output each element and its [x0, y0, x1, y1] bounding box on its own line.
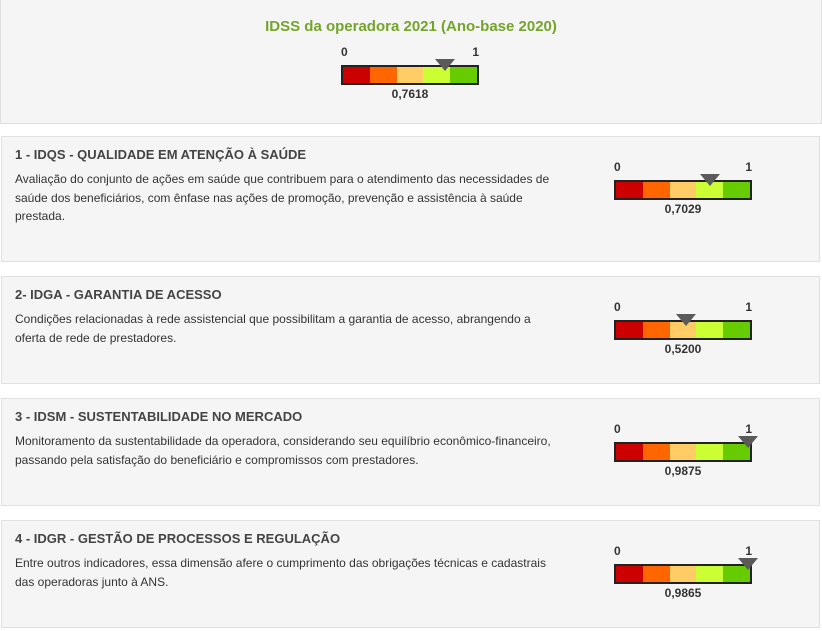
section-code: 3 - IDSM: [15, 409, 67, 424]
gauge-segment: [669, 444, 697, 460]
gauge-max-label: 1: [745, 300, 752, 314]
gauge-max-label: 1: [472, 45, 479, 59]
gauge-max-label: 1: [745, 160, 752, 174]
section-idqs: 1 - IDQS - QUALIDADE EM ATENÇÃO À SAÚDE …: [1, 136, 820, 262]
idga-gauge: 0 1 0,5200: [614, 300, 754, 360]
gauge-segment: [450, 67, 477, 83]
gauge-segment: [723, 566, 750, 582]
gauge-max-label: 1: [745, 422, 752, 436]
gauge-segment: [616, 182, 643, 198]
gauge-segment: [642, 566, 670, 582]
idqs-gauge: 0 1 0,7029: [614, 160, 754, 220]
section-idsm: 3 - IDSM - SUSTENTABILIDADE NO MERCADO M…: [1, 398, 820, 506]
gauge-value: 0,7029: [664, 202, 702, 216]
gauge-marker-icon: [675, 314, 696, 326]
gauge-segment: [723, 182, 750, 198]
section-code: 4 - IDGR: [15, 531, 67, 546]
gauge-value: 0,5200: [664, 342, 702, 356]
gauge-segment: [642, 444, 670, 460]
gauge-segment: [396, 67, 424, 83]
gauge-segment: [616, 322, 643, 338]
gauge-segment: [696, 444, 724, 460]
idss-title: IDSS da operadora 2021 (Ano-base 2020): [265, 18, 557, 35]
gauge-min-label: 0: [341, 45, 348, 59]
gauge-segment: [696, 566, 724, 582]
gauge-segment: [642, 322, 670, 338]
gauge-bar: [614, 564, 752, 584]
section-title: 3 - IDSM - SUSTENTABILIDADE NO MERCADO: [15, 409, 302, 424]
section-name: - SUSTENTABILIDADE NO MERCADO: [66, 409, 303, 424]
gauge-min-label: 0: [614, 160, 621, 174]
gauge-segment: [616, 566, 643, 582]
idsm-gauge: 0 1 0,9875: [614, 422, 759, 482]
gauge-marker-icon: [738, 436, 759, 448]
section-title: 1 - IDQS - QUALIDADE EM ATENÇÃO À SAÚDE: [15, 147, 306, 162]
gauge-segment: [669, 182, 697, 198]
section-code: 1 - IDQS: [15, 147, 66, 162]
gauge-segment: [343, 67, 370, 83]
gauge-bar: [614, 442, 752, 462]
section-idgr: 4 - IDGR - GESTÃO DE PROCESSOS E REGULAÇ…: [1, 520, 820, 628]
gauge-segment: [696, 322, 724, 338]
gauge-segment: [616, 444, 643, 460]
gauge-value: 0,7618: [391, 87, 429, 101]
section-code: 2- IDGA: [15, 287, 63, 302]
section-title: 4 - IDGR - GESTÃO DE PROCESSOS E REGULAÇ…: [15, 531, 340, 546]
gauge-min-label: 0: [614, 422, 621, 436]
section-description: Entre outros indicadores, essa dimensão …: [15, 556, 546, 589]
gauge-segment: [642, 182, 670, 198]
idgr-gauge: 0 1 0,9865: [614, 544, 759, 604]
gauge-value: 0,9875: [664, 464, 702, 478]
idss-gauge: 0 1 0,7618: [341, 45, 481, 105]
gauge-min-label: 0: [614, 544, 621, 558]
gauge-max-label: 1: [745, 544, 752, 558]
section-name: - QUALIDADE EM ATENÇÃO À SAÚDE: [65, 147, 307, 162]
gauge-marker-icon: [700, 174, 721, 186]
section-description: Avaliação do conjunto de ações em saúde …: [15, 172, 550, 223]
section-name: - GARANTIA DE ACESSO: [62, 287, 222, 302]
section-description: Monitoramento da sustentabilidade da ope…: [15, 434, 551, 467]
section-description: Condições relacionadas à rede assistenci…: [15, 312, 531, 345]
gauge-segment: [669, 322, 697, 338]
gauge-segment: [369, 67, 397, 83]
gauge-marker-icon: [738, 558, 759, 570]
gauge-marker-icon: [435, 59, 456, 71]
section-idga: 2- IDGA - GARANTIA DE ACESSO Condições r…: [1, 276, 820, 384]
gauge-segment: [423, 67, 451, 83]
idss-summary-panel: IDSS da operadora 2021 (Ano-base 2020) 0…: [0, 0, 822, 124]
gauge-segment: [723, 444, 750, 460]
gauge-bar: [614, 180, 752, 200]
gauge-segment: [723, 322, 750, 338]
section-title: 2- IDGA - GARANTIA DE ACESSO: [15, 287, 222, 302]
gauge-value: 0,9865: [664, 586, 702, 600]
gauge-min-label: 0: [614, 300, 621, 314]
gauge-bar: [341, 65, 479, 85]
gauge-segment: [669, 566, 697, 582]
gauge-segment: [696, 182, 724, 198]
section-name: - GESTÃO DE PROCESSOS E REGULAÇÃO: [66, 531, 341, 546]
